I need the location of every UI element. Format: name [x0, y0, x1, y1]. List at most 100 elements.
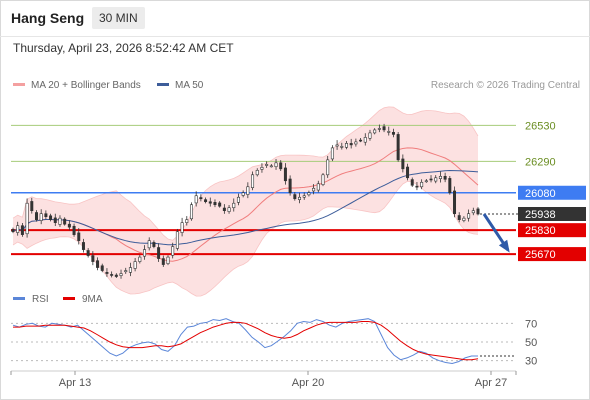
chart-header: Hang Seng 30 MIN [0, 0, 590, 37]
candle-body [265, 164, 269, 166]
timeframe-button[interactable]: 30 MIN [92, 7, 145, 29]
candle-body [467, 213, 471, 219]
candle-body [298, 196, 302, 200]
last-price-tag [518, 207, 586, 221]
candle-body [16, 225, 20, 233]
candles [11, 123, 480, 279]
level-tags: 26530 26290 26080 25830 25670 25938 [518, 120, 586, 262]
candle-body [20, 225, 24, 235]
candle-body [189, 204, 193, 220]
candle-body [157, 247, 161, 259]
instrument-title: Hang Seng [11, 10, 85, 26]
candle-body [420, 181, 424, 188]
candle-body [39, 213, 43, 221]
candle-body [377, 128, 381, 130]
price-overlay [480, 213, 519, 253]
candle-body [302, 195, 306, 198]
bollinger-lower [12, 180, 479, 297]
bollinger-upper [12, 106, 479, 241]
candle-body [293, 194, 297, 200]
candle-body [86, 250, 90, 256]
candle-body [344, 143, 348, 148]
candle-body [194, 195, 198, 204]
candle-body [119, 273, 123, 276]
candle-body [326, 159, 330, 176]
candle-body [373, 129, 377, 134]
candle-body [241, 192, 245, 196]
ma50-swatch [157, 82, 169, 86]
rsi-line [12, 318, 478, 365]
candle-body [448, 178, 452, 194]
candle-body [58, 217, 62, 225]
level-tag-26080 [518, 185, 586, 200]
rsi-legend-swatch [63, 297, 75, 300]
candle-body [180, 222, 184, 233]
candle-body [476, 208, 480, 215]
candle-body [143, 249, 147, 257]
candle-body [25, 202, 29, 235]
legend-ma20: MA 20 + Bollinger Bands [13, 80, 141, 91]
candle-body [255, 170, 259, 176]
candle-body [222, 207, 226, 212]
candle-body [335, 144, 339, 147]
candle-body [274, 162, 278, 168]
level-label-25670: 25670 [525, 249, 556, 261]
candle-body [438, 175, 442, 179]
candle-body [316, 183, 320, 191]
rsi-tick-70: 70 [525, 318, 537, 330]
legend-ma50-label: MA 50 [175, 80, 204, 91]
rsi-legend-swatch [13, 297, 25, 300]
candle-body [114, 274, 118, 277]
candle-body [340, 146, 344, 148]
candle-body [227, 207, 231, 212]
candle-body [396, 134, 400, 161]
level-tag-25830 [518, 223, 586, 238]
rsi-panel: RSI 9MA 70 50 30 [11, 294, 537, 368]
level-label-26080: 26080 [525, 188, 556, 200]
candle-body [312, 187, 316, 192]
timestamp: Thursday, April 23, 2026 8:52:42 AM CET [13, 41, 234, 55]
candle-body [213, 202, 217, 206]
candle-body [208, 201, 212, 204]
candle-body [354, 141, 358, 145]
candle-body [429, 178, 433, 181]
x-axis: Apr 13 Apr 20 Apr 27 [10, 370, 517, 389]
candle-body [359, 139, 363, 142]
candle-body [288, 178, 292, 194]
candle-body [128, 267, 132, 273]
candle-body [30, 201, 34, 212]
candle-body [321, 174, 325, 185]
rsi-tick-30: 30 [525, 356, 537, 368]
candle-body [49, 215, 53, 220]
candle-body [232, 202, 236, 209]
rsi-ma-line [13, 321, 479, 361]
candle-body [387, 131, 391, 133]
candle-body [382, 126, 386, 131]
candle-body [246, 186, 250, 195]
candle-body [72, 225, 76, 235]
candle-body [415, 185, 419, 188]
candle-body [34, 212, 38, 220]
level-label-25830: 25830 [525, 225, 556, 237]
candle-body [204, 199, 208, 203]
projection-arrow-head [498, 239, 510, 253]
candle-body [147, 240, 151, 249]
candle-body [453, 190, 457, 215]
candle-body [124, 270, 128, 273]
candle-body [279, 162, 283, 170]
last-price-label: 25938 [525, 209, 556, 221]
x-tick-label: Apr 27 [475, 377, 507, 389]
legend-ma50: MA 50 [157, 80, 203, 91]
price-levels [11, 124, 516, 256]
candle-body [11, 229, 15, 232]
candle-body [44, 213, 48, 217]
candle-body [363, 137, 367, 143]
candle-body [424, 180, 428, 183]
candle-body [462, 217, 466, 221]
candle-body [307, 192, 311, 196]
bollinger-band-area [13, 106, 478, 297]
candle-body [171, 246, 175, 256]
level-tag-25670 [518, 247, 586, 262]
bollinger-bands [12, 106, 479, 297]
